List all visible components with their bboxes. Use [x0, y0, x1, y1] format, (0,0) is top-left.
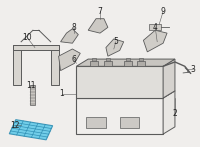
Text: 10: 10 — [22, 33, 32, 42]
FancyBboxPatch shape — [120, 117, 139, 128]
FancyBboxPatch shape — [76, 66, 163, 98]
Text: 7: 7 — [98, 7, 102, 16]
Text: 8: 8 — [72, 23, 77, 32]
FancyBboxPatch shape — [86, 117, 106, 128]
FancyBboxPatch shape — [13, 45, 21, 85]
FancyBboxPatch shape — [90, 61, 98, 66]
Polygon shape — [61, 29, 78, 43]
FancyBboxPatch shape — [104, 61, 112, 66]
Text: 2: 2 — [173, 109, 177, 118]
FancyBboxPatch shape — [149, 24, 161, 30]
Polygon shape — [76, 59, 175, 66]
Text: 5: 5 — [113, 37, 118, 46]
FancyBboxPatch shape — [51, 45, 59, 85]
Text: 11: 11 — [26, 81, 36, 90]
FancyBboxPatch shape — [13, 45, 59, 50]
Polygon shape — [163, 59, 175, 98]
Polygon shape — [163, 91, 175, 134]
Text: 1: 1 — [59, 89, 64, 98]
FancyBboxPatch shape — [106, 58, 110, 61]
FancyBboxPatch shape — [137, 61, 145, 66]
Polygon shape — [76, 91, 175, 98]
Polygon shape — [88, 19, 108, 33]
Polygon shape — [59, 49, 80, 71]
FancyBboxPatch shape — [139, 58, 143, 61]
Polygon shape — [143, 30, 167, 52]
FancyBboxPatch shape — [30, 85, 35, 105]
Text: 6: 6 — [72, 55, 77, 64]
Text: 12: 12 — [10, 121, 20, 130]
Text: 3: 3 — [190, 65, 195, 74]
Polygon shape — [106, 39, 124, 56]
Polygon shape — [9, 120, 53, 140]
Text: 4: 4 — [153, 23, 158, 32]
FancyBboxPatch shape — [126, 58, 130, 61]
FancyBboxPatch shape — [124, 61, 132, 66]
Text: 9: 9 — [161, 7, 166, 16]
FancyBboxPatch shape — [92, 58, 96, 61]
